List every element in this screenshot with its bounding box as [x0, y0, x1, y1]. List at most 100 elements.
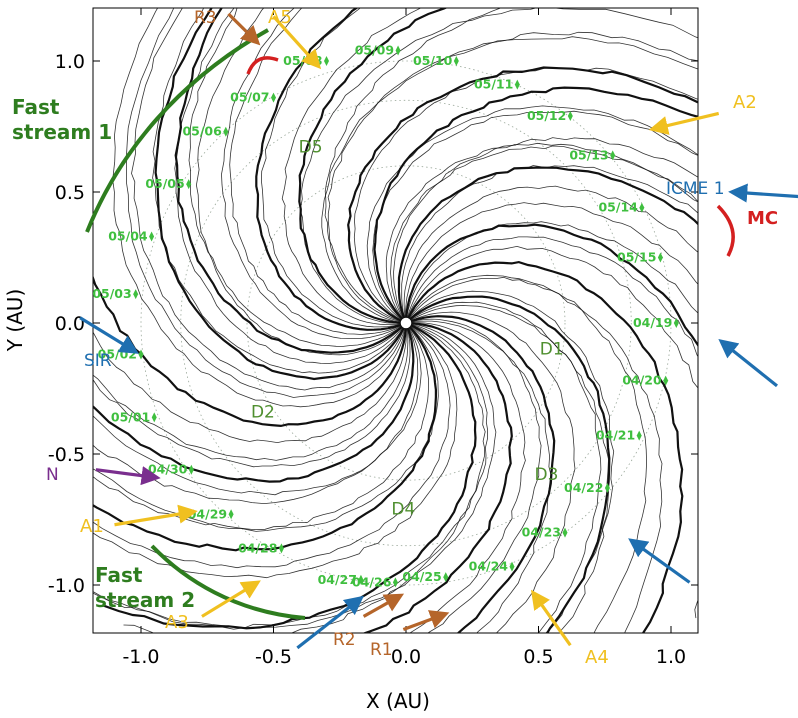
date-label: 04/21	[596, 428, 635, 443]
a1-arrow	[114, 504, 198, 527]
field-line	[93, 326, 439, 532]
date-marker-diamond	[223, 126, 229, 137]
field-line	[410, 315, 556, 633]
date-label: 05/10	[413, 53, 453, 68]
date-label: 05/01	[111, 409, 150, 424]
unlabeled-blue-arrow	[296, 595, 364, 650]
r2-label: R2	[333, 630, 356, 650]
date-label: 05/03	[92, 286, 131, 301]
axes: -1.0 -0.5 0.0 0.5 1.0 -1.0 -0.5 0.0 0.5 1.0 X (A…	[3, 8, 698, 713]
date-marker-diamond	[562, 527, 568, 538]
field-line	[281, 8, 422, 325]
r3-arrow	[227, 12, 261, 46]
field-line	[406, 236, 698, 358]
date-markers: 05/0905/1005/0805/1105/0705/1205/0605/13…	[92, 43, 679, 589]
date-label: 04/23	[522, 525, 561, 540]
annotation-arrows	[79, 12, 798, 650]
r3-label: R3	[194, 8, 217, 28]
date-label: 05/06	[182, 124, 222, 139]
annotation-labels: A1 A2 A3 A4 A5 R1 R2 R3 SIR ICME 1 N MC Fast stream 1…	[12, 7, 778, 668]
r3-red-arc	[246, 56, 279, 75]
field-line	[405, 223, 698, 348]
field-line	[405, 202, 698, 318]
a4-label: A4	[585, 647, 609, 668]
a5-label: A5	[268, 7, 292, 28]
a3-arrow	[201, 580, 261, 618]
date-label: 05/04	[108, 229, 148, 244]
fast-stream-2-curve	[150, 544, 306, 620]
field-line	[131, 8, 405, 391]
n-arrow	[95, 466, 161, 486]
date-label: 04/19	[633, 315, 672, 330]
date-marker-diamond	[324, 56, 329, 66]
field-line	[93, 327, 422, 496]
date-label: 05/15	[617, 250, 656, 265]
field-line	[93, 327, 419, 505]
field-line	[93, 274, 407, 428]
sir-arrow	[79, 316, 139, 354]
a4-arrow	[530, 589, 572, 647]
field-line	[324, 8, 502, 322]
field-line	[327, 31, 698, 323]
x-tick-label: 0.0	[391, 646, 421, 668]
field-line	[93, 326, 430, 531]
a2-label: A2	[733, 92, 757, 113]
date-label: 05/12	[527, 108, 566, 123]
field-line	[385, 142, 698, 320]
field-line	[408, 274, 648, 633]
date-marker-diamond	[567, 111, 573, 122]
date-label: 05/05	[145, 176, 184, 191]
date-marker-diamond	[133, 289, 139, 300]
date-label: 05/11	[474, 77, 513, 92]
date-marker-diamond	[149, 231, 155, 242]
x-tick-label: 0.5	[523, 646, 553, 668]
region-label-d1: D1	[540, 339, 564, 359]
date-marker-diamond	[443, 572, 449, 583]
field-line	[188, 8, 403, 347]
a5-arrow	[272, 15, 322, 70]
a3-label: A3	[165, 612, 189, 633]
region-labels: D1 D2 D3 D4 D5	[251, 138, 564, 520]
date-label: 04/27	[318, 572, 357, 587]
field-line	[321, 36, 698, 323]
field-line	[93, 323, 497, 630]
date-label: 04/28	[238, 540, 277, 555]
field-line	[397, 166, 698, 319]
field-line	[93, 325, 458, 579]
date-marker-diamond	[639, 202, 645, 213]
date-marker-diamond	[188, 464, 194, 475]
y-tick-label: -1.0	[48, 575, 85, 597]
fast-stream-1-label: Fast stream 1	[12, 95, 112, 144]
distance-ring	[140, 60, 672, 586]
fast-stream-2-label: Fast stream 2	[95, 563, 195, 612]
date-marker-diamond	[186, 179, 192, 190]
x-tick-label: -0.5	[255, 646, 292, 668]
date-marker-diamond	[673, 318, 679, 328]
date-marker-diamond	[453, 56, 459, 66]
date-marker-diamond	[395, 45, 401, 56]
date-label: 04/20	[622, 373, 662, 388]
field-line	[390, 145, 698, 319]
y-axis-label: Y (AU)	[3, 289, 27, 353]
date-marker-diamond	[271, 92, 276, 103]
field-line	[298, 8, 448, 324]
field-line	[221, 8, 402, 339]
field-line	[260, 8, 401, 328]
field-line	[93, 328, 409, 461]
date-marker-diamond	[358, 574, 364, 585]
icme-1-label: ICME 1	[666, 179, 725, 199]
date-marker-diamond	[392, 577, 398, 588]
field-line	[195, 8, 403, 356]
y-tick-label: 0.5	[55, 182, 85, 204]
field-line	[93, 328, 407, 444]
date-label: 05/13	[569, 147, 608, 162]
dotted-distance-rings	[140, 60, 672, 586]
fast-stream-1-curve	[85, 28, 269, 233]
field-line	[299, 8, 698, 324]
date-marker-diamond	[509, 561, 515, 572]
field-line	[372, 110, 698, 320]
date-marker-diamond	[663, 375, 669, 386]
region-label-d2: D2	[251, 402, 275, 422]
